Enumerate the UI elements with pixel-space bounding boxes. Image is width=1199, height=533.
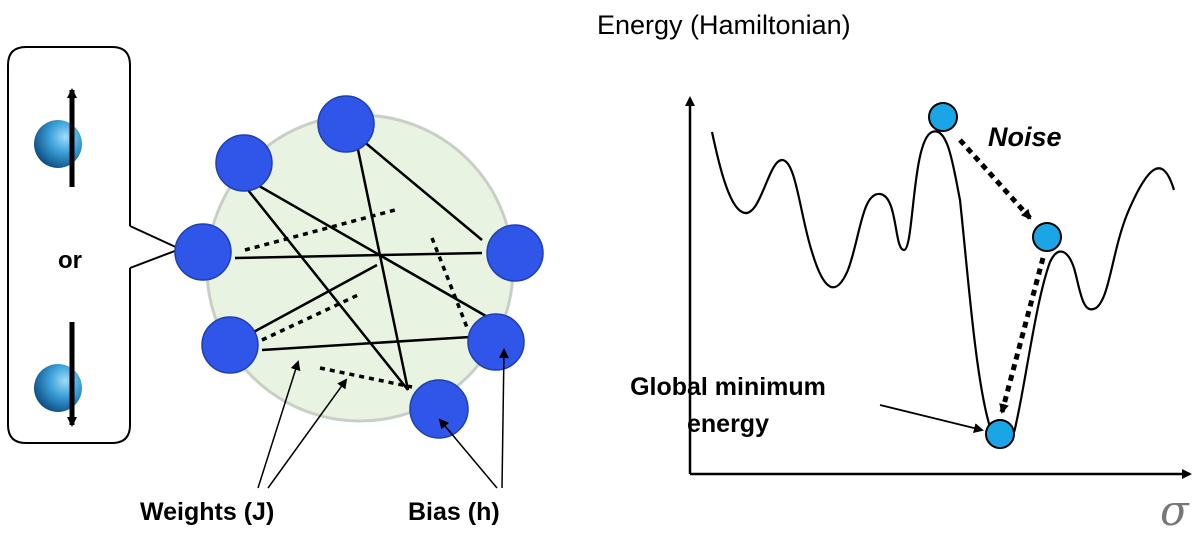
spin-node xyxy=(486,224,544,282)
edge xyxy=(249,263,378,336)
edge xyxy=(239,179,409,391)
noise-arrow-2 xyxy=(999,257,1046,414)
bias-pointer xyxy=(498,348,509,489)
bias-pointer xyxy=(438,418,498,489)
edge xyxy=(354,139,410,391)
or-label: or xyxy=(58,247,82,274)
energy-landscape: Energy (Hamiltonian) σ Noise Global mini… xyxy=(597,10,1192,533)
edge-dotted xyxy=(261,293,359,342)
edge xyxy=(234,251,483,260)
weights-pointer xyxy=(257,360,301,489)
callout-pointer xyxy=(129,225,183,269)
spin-node xyxy=(317,95,375,153)
edge xyxy=(239,173,506,329)
state-ball-start xyxy=(928,102,958,132)
y-axis-title: Energy (Hamiltonian) xyxy=(597,10,851,40)
weights-pointer xyxy=(267,378,348,489)
spin-nodes xyxy=(174,95,544,439)
spin-node xyxy=(409,379,469,439)
weight-edges-solid xyxy=(234,134,506,391)
global-min-label-line1: Global minimum xyxy=(630,373,826,401)
spin-node xyxy=(174,223,232,281)
spin-node xyxy=(201,316,259,374)
global-min-label-line2: energy xyxy=(687,410,769,438)
edge xyxy=(261,335,471,352)
label-pointers xyxy=(257,348,509,489)
state-ball-minimum xyxy=(985,419,1015,449)
noise-label: Noise xyxy=(988,122,1062,152)
spin-callout: or xyxy=(7,46,183,444)
spin-node xyxy=(215,134,273,192)
spin-node xyxy=(467,313,525,371)
energy-curve xyxy=(710,130,1176,448)
global-min-pointer xyxy=(879,404,984,433)
weights-label: Weights (J) xyxy=(140,498,274,526)
callout-box xyxy=(7,46,131,444)
edge xyxy=(355,134,483,241)
bias-label: Bias (h) xyxy=(408,498,500,526)
state-ball-middle xyxy=(1032,222,1062,252)
weight-edges-dotted xyxy=(244,208,470,389)
spin-up-ball xyxy=(34,120,82,168)
x-axis-symbol: σ xyxy=(1160,486,1190,533)
spin-network: Weights (J) Bias (h) xyxy=(140,95,544,526)
edge-dotted xyxy=(430,237,470,331)
spin-down-ball xyxy=(34,364,82,412)
